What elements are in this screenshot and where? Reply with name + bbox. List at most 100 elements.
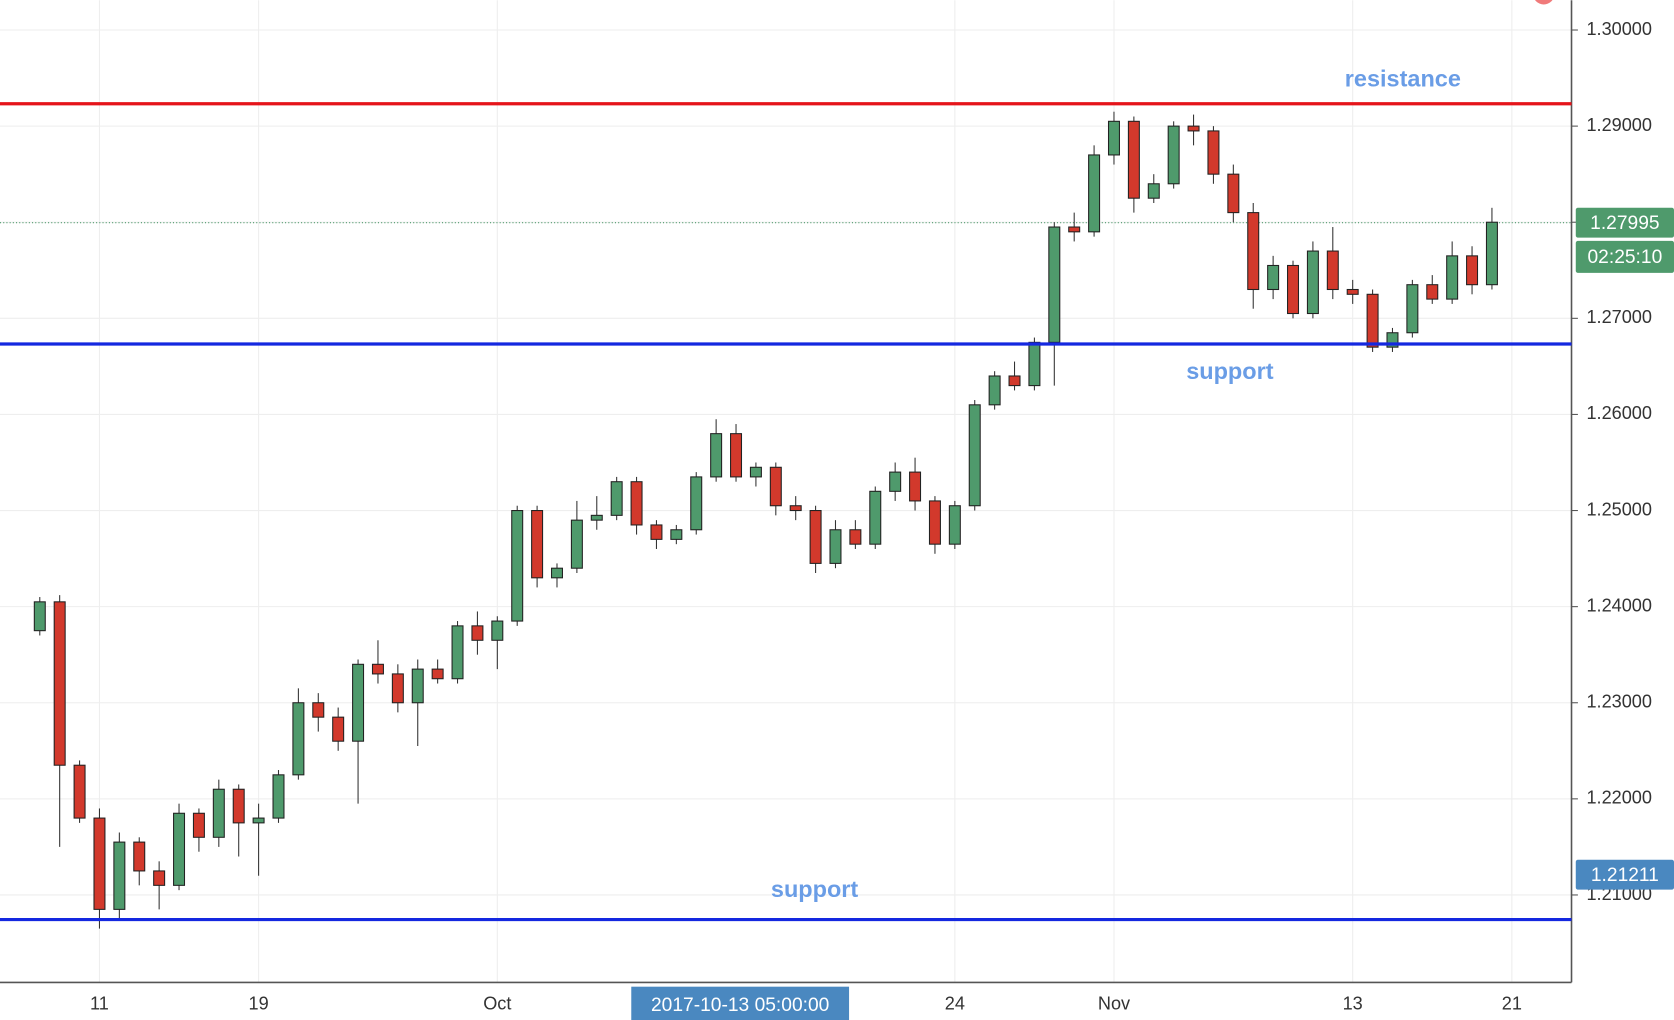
candle-body (153, 870, 166, 886)
y-tick-label: 1.26000 (1586, 403, 1652, 423)
candle-body (730, 433, 743, 478)
x-tick-label: 19 (249, 994, 269, 1014)
candle-body (1466, 255, 1479, 286)
candle-body (312, 702, 325, 718)
y-tick-label: 1.23000 (1586, 692, 1652, 712)
candle-body (789, 505, 802, 512)
candle-body (391, 673, 404, 704)
candle-body (471, 625, 484, 641)
y-tick-label: 1.25000 (1586, 499, 1652, 519)
candle-body (431, 668, 444, 680)
candle-body (1426, 284, 1439, 300)
candle-body (531, 510, 544, 579)
candle-body (1048, 226, 1061, 343)
candle-body (630, 481, 643, 526)
candle-body (869, 490, 882, 545)
candle-body (73, 764, 86, 819)
candle-body (550, 567, 563, 579)
candle-body (1306, 250, 1319, 315)
candle-body (352, 663, 365, 742)
candle-body (1446, 255, 1459, 300)
countdown-box (1575, 240, 1674, 273)
candle-body (809, 510, 822, 564)
candle-body (650, 524, 663, 540)
candle-body (690, 476, 703, 531)
candle-body (212, 788, 225, 838)
candle-body (670, 529, 683, 540)
candle-body (1127, 120, 1140, 199)
candle-body (928, 500, 941, 545)
level-label: support (1186, 358, 1274, 384)
candle-body (749, 466, 762, 478)
crosshair-price-box (1575, 859, 1674, 890)
candle-body (968, 404, 981, 507)
candle-body (1485, 221, 1498, 286)
candle-body (511, 510, 524, 622)
y-tick-label: 1.22000 (1586, 788, 1652, 808)
candle-body (1147, 183, 1160, 199)
candle-body (232, 788, 245, 824)
level-label: resistance (1345, 65, 1461, 91)
crosshair-time-label: 2017-10-13 05:00:00 (651, 995, 829, 1016)
candle-body (371, 663, 384, 675)
candle-body (570, 519, 583, 569)
candle-body (909, 471, 922, 502)
candle-body (1088, 154, 1101, 233)
candle-body (1346, 288, 1359, 295)
crosshair-price-label: 1.21211 (1591, 865, 1659, 886)
candle-body (610, 481, 623, 516)
candle-body (252, 817, 265, 824)
candle-body (1107, 120, 1120, 156)
candle-body (1187, 125, 1200, 132)
candle-body (93, 817, 106, 910)
candle-body (1386, 332, 1399, 348)
candle-body (1207, 130, 1220, 175)
candle-body (1366, 293, 1379, 348)
candle-body (1326, 250, 1339, 291)
candle-body (988, 375, 1001, 406)
candle-body (1267, 264, 1280, 291)
level-label: support (771, 876, 859, 902)
alert-icon (1535, 0, 1553, 5)
crosshair-time-box (631, 986, 850, 1020)
candle-body (1287, 264, 1300, 315)
last-price-box (1575, 207, 1674, 238)
candle-body (1227, 173, 1240, 214)
candle-body (491, 620, 504, 641)
x-tick-label: 24 (945, 994, 965, 1014)
candle-body (889, 471, 902, 492)
candle-body (192, 812, 205, 838)
y-tick-label: 1.27000 (1586, 307, 1652, 327)
candle-body (829, 529, 842, 564)
candle-body (53, 601, 66, 766)
y-tick-label: 1.24000 (1586, 595, 1652, 615)
candle-body (113, 841, 126, 910)
x-tick-label: Oct (483, 994, 511, 1014)
candle-body (411, 668, 424, 704)
y-tick-label: 1.29000 (1586, 115, 1652, 135)
candle-body (1167, 125, 1180, 185)
last-price-label: 1.27995 (1590, 213, 1659, 234)
candle-body (948, 505, 961, 545)
x-tick-label: 21 (1502, 994, 1522, 1014)
candle-body (133, 841, 146, 872)
candle-body (292, 702, 305, 776)
y-tick-label: 1.30000 (1586, 19, 1652, 39)
countdown-label: 02:25:10 (1588, 247, 1663, 268)
candle-body (710, 433, 723, 478)
candle-body (272, 774, 285, 819)
x-tick-label: 11 (90, 994, 109, 1014)
candle-body (1247, 212, 1260, 291)
candle-body (1028, 341, 1041, 387)
candle-body (451, 625, 464, 680)
candle-body (33, 601, 46, 632)
x-tick-label: Nov (1098, 994, 1130, 1014)
x-tick-label: 13 (1343, 994, 1363, 1014)
candle-body (1008, 375, 1021, 387)
candle-body (1406, 284, 1419, 334)
candle-body (1068, 226, 1081, 233)
candle-body (173, 812, 186, 886)
candle-body (590, 514, 603, 521)
